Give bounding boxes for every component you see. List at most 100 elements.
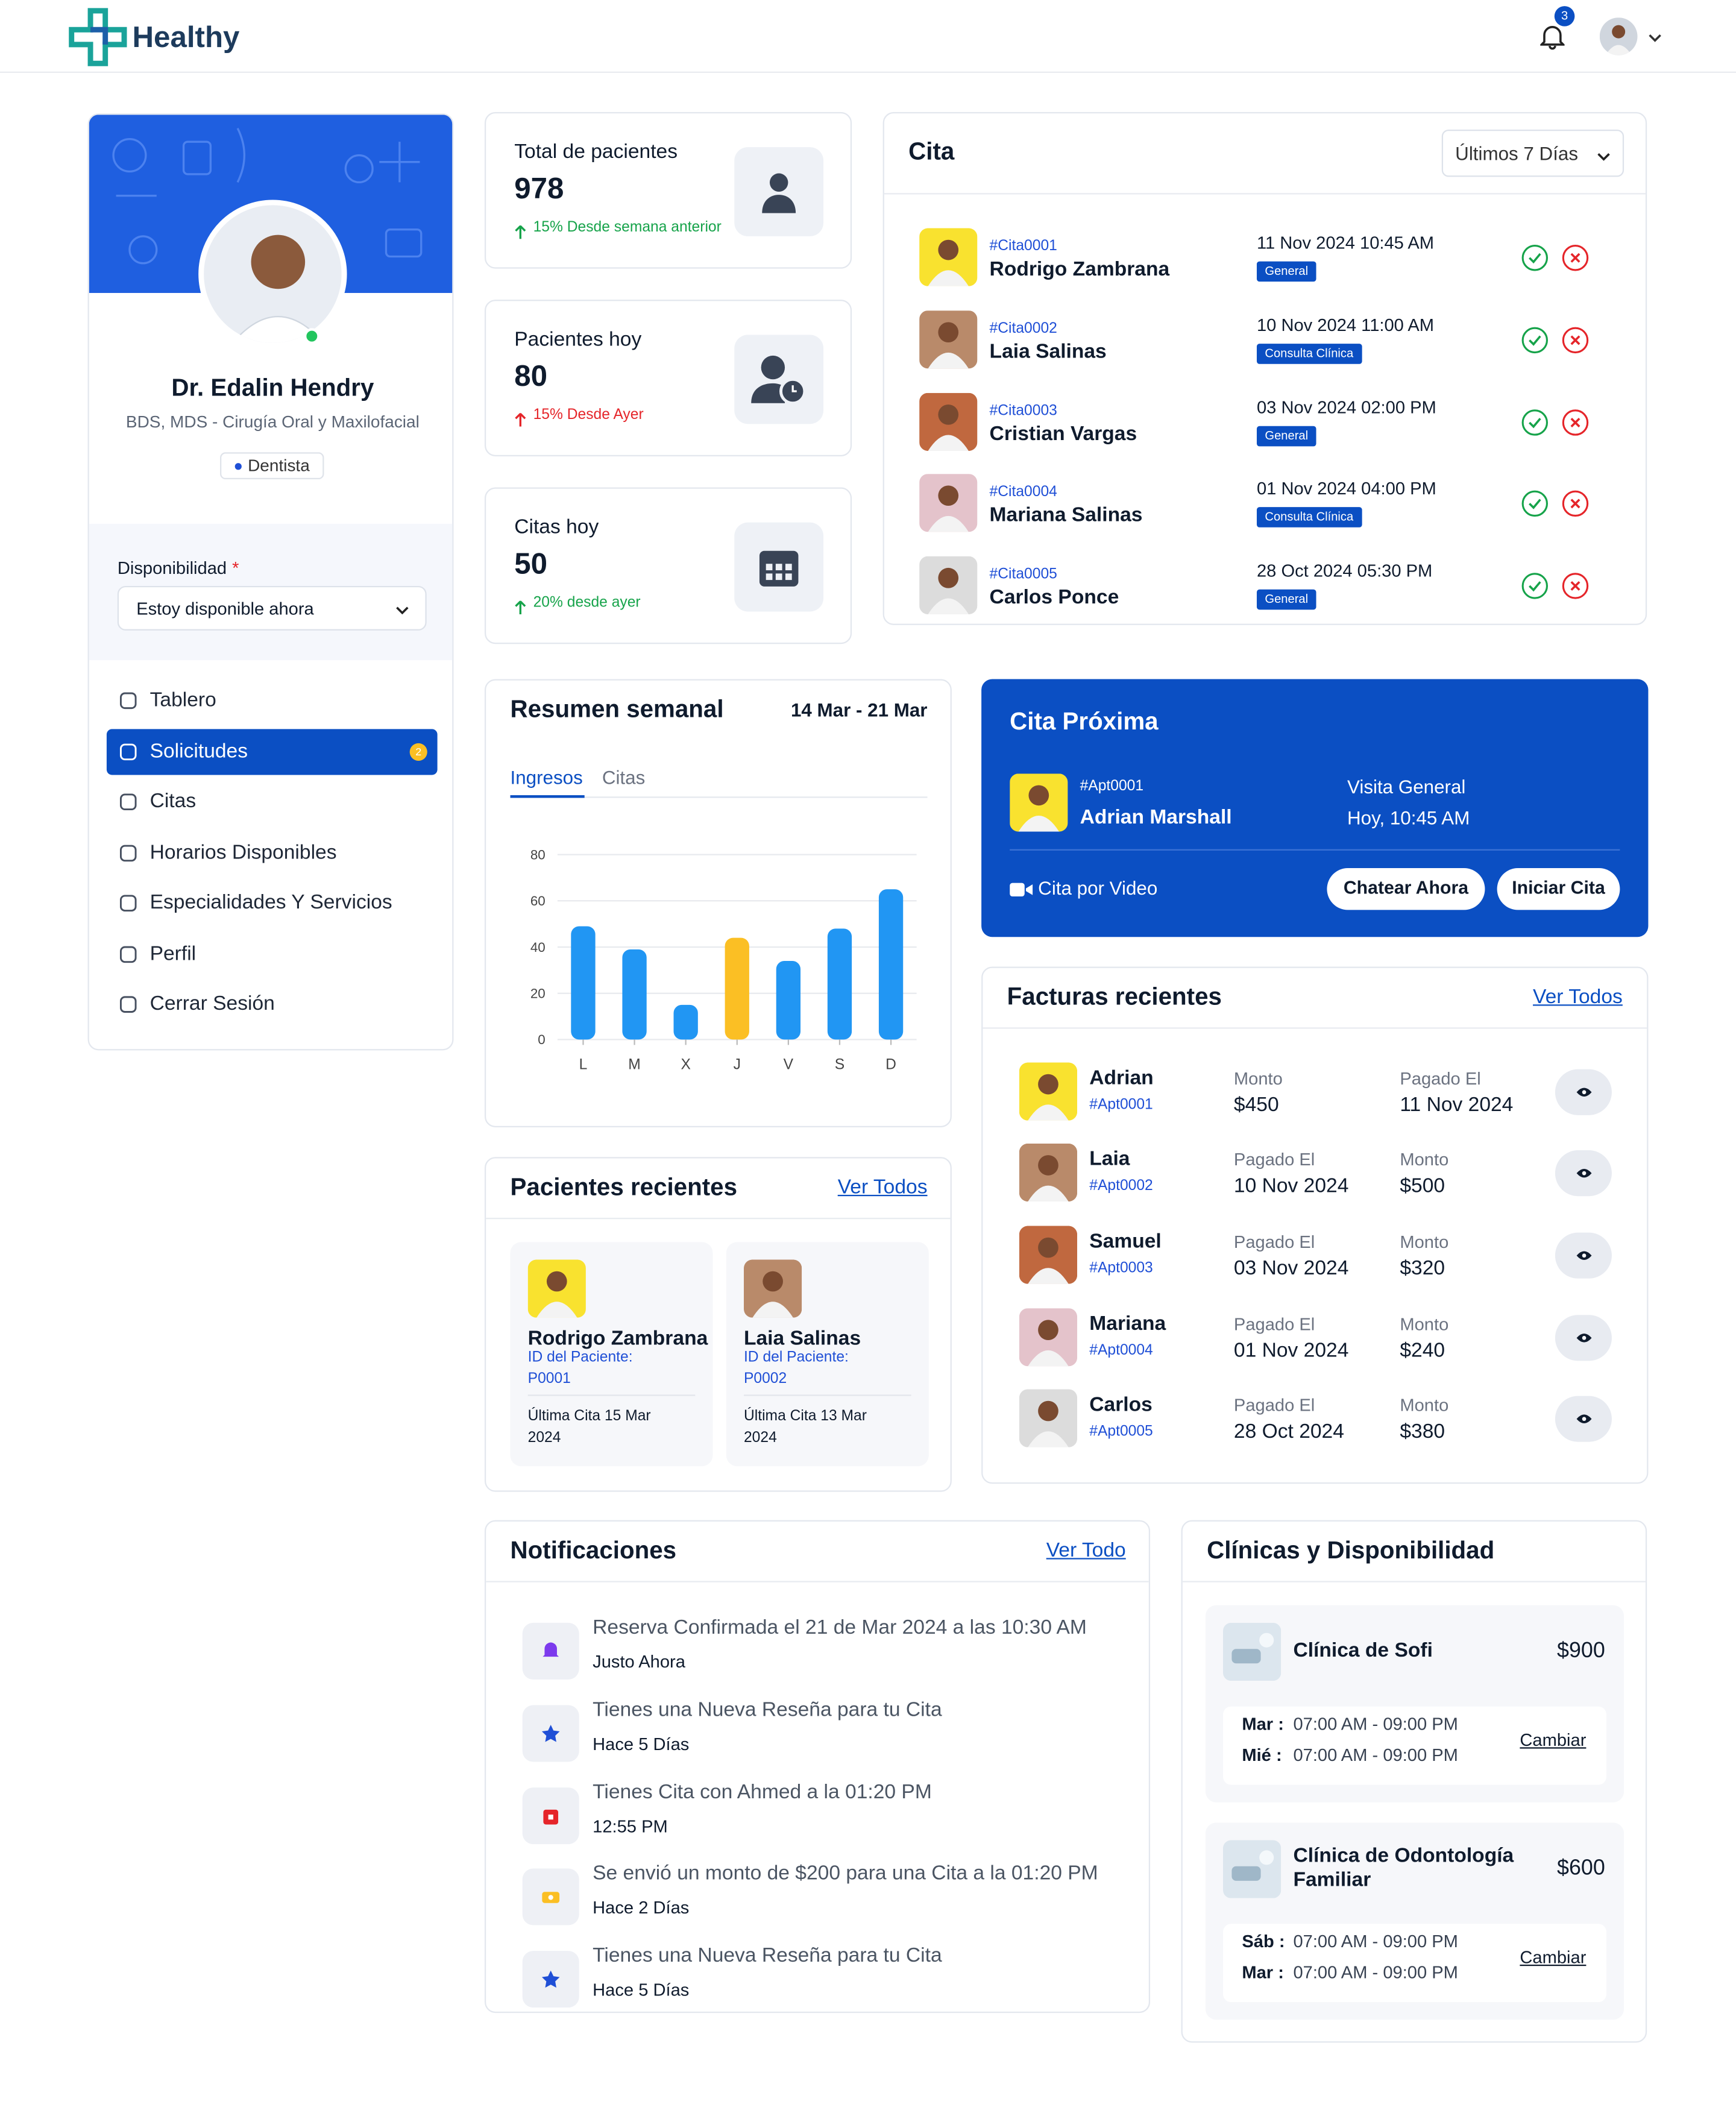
- view-all-link[interactable]: Ver Todos: [837, 1176, 928, 1199]
- icon-shape: [1539, 26, 1566, 50]
- icon-shape: [791, 385, 797, 392]
- tab[interactable]: Citas: [602, 766, 646, 788]
- appointment-id: #Apt0004: [1089, 1342, 1153, 1359]
- icon-shape: [515, 224, 526, 239]
- specialty-badge: Dentista: [220, 452, 324, 480]
- required-mark: *: [232, 558, 239, 578]
- view-button[interactable]: [1555, 1396, 1612, 1442]
- reject-button[interactable]: [1562, 244, 1589, 271]
- icon-shape: [1521, 327, 1549, 354]
- tab[interactable]: Ingresos: [510, 766, 583, 788]
- reject-button[interactable]: [1562, 490, 1589, 517]
- view-button[interactable]: [1555, 1150, 1612, 1197]
- schedule-hours: 07:00 AM - 09:00 PM: [1293, 1962, 1458, 1983]
- menu-item[interactable]: Perfil: [107, 931, 438, 977]
- accept-button[interactable]: [1521, 573, 1549, 600]
- divider: [486, 1218, 951, 1220]
- icon-shape: [112, 128, 423, 265]
- patient-name: Samuel: [1089, 1230, 1162, 1253]
- doctor-credentials: BDS, MDS - Cirugía Oral y Maxilofacial: [125, 412, 420, 432]
- icon-shape: [762, 173, 796, 213]
- icon-shape: [1562, 573, 1589, 599]
- view-button[interactable]: [1555, 1232, 1612, 1279]
- x-tick-label: M: [628, 1057, 641, 1073]
- section-title: Cita: [908, 137, 955, 165]
- menu-item[interactable]: Citas: [107, 779, 438, 825]
- appointment-datetime: 01 Nov 2024 04:00 PM: [1256, 478, 1436, 499]
- view-button[interactable]: [1555, 1315, 1612, 1361]
- icon-shape: [119, 692, 137, 710]
- field-label: Pagado El: [1233, 1231, 1315, 1252]
- reject-button[interactable]: [1562, 573, 1589, 600]
- section-title: Resumen semanal: [510, 695, 724, 723]
- patient-name: Laia Salinas: [743, 1327, 861, 1350]
- view-all-link[interactable]: Ver Todo: [1046, 1539, 1126, 1563]
- icon-shape: [385, 228, 423, 258]
- icon-shape: [1521, 245, 1549, 271]
- date-filter[interactable]: Últimos 7 Días: [1441, 129, 1624, 177]
- stat-label: Total de pacientes: [514, 140, 678, 163]
- menu-item[interactable]: Solicitudes 2: [106, 729, 438, 775]
- icon-shape: [542, 1642, 559, 1659]
- menu-label: Especialidades Y Servicios: [149, 891, 392, 915]
- menu-icon: [119, 945, 137, 964]
- field-label: Monto: [1400, 1314, 1449, 1335]
- accept-button[interactable]: [1521, 327, 1549, 354]
- patient-name: Mariana: [1089, 1312, 1166, 1335]
- icon-shape: [541, 1725, 560, 1742]
- menu-item[interactable]: Tablero: [107, 678, 438, 723]
- menu-item[interactable]: Especialidades Y Servicios: [107, 880, 438, 926]
- bell-icon[interactable]: [1539, 23, 1566, 50]
- patient-photo: [919, 392, 978, 451]
- icon-shape: [751, 383, 785, 403]
- patient-photo: [1019, 1389, 1078, 1447]
- icon-shape: [546, 1271, 567, 1292]
- menu-item[interactable]: Horarios Disponibles: [107, 830, 438, 876]
- reject-button[interactable]: [1562, 327, 1589, 354]
- icon-shape: [785, 573, 792, 581]
- specialty-label: Dentista: [248, 456, 310, 476]
- icon-shape: [1521, 409, 1549, 436]
- icon-shape: [1521, 327, 1549, 354]
- user-avatar[interactable]: [1599, 17, 1638, 55]
- notification-text: Se envió un monto de $200 para una Cita …: [593, 1862, 1098, 1885]
- accept-button[interactable]: [1521, 490, 1549, 517]
- accept-button[interactable]: [1521, 409, 1549, 436]
- icon-shape: [919, 310, 978, 369]
- action-button[interactable]: Iniciar Cita: [1497, 867, 1620, 910]
- appointment-id: #Cita0004: [989, 483, 1057, 500]
- view-button[interactable]: [1555, 1069, 1612, 1115]
- brand-name: Healthy: [132, 20, 240, 54]
- icon-shape: [541, 1725, 560, 1742]
- date-filter-label: Últimos 7 Días: [1455, 142, 1579, 165]
- icon-shape: [1570, 499, 1580, 509]
- accept-button[interactable]: [1521, 244, 1549, 271]
- field-label: Pagado El: [1233, 1394, 1315, 1415]
- bar: [878, 889, 904, 1040]
- icon-shape: [548, 1815, 553, 1820]
- notification-time: Justo Ahora: [593, 1651, 685, 1672]
- user-menu-chevron[interactable]: [1647, 28, 1663, 45]
- change-link[interactable]: Cambiar: [1520, 1947, 1587, 1968]
- reject-button[interactable]: [1562, 409, 1589, 436]
- appointment-id: #Cita0002: [989, 320, 1057, 337]
- icon-shape: [919, 474, 978, 532]
- clinic-name: Clínica de Sofi: [1293, 1639, 1433, 1662]
- change-link[interactable]: Cambiar: [1520, 1730, 1587, 1750]
- icon-shape: [1026, 884, 1033, 895]
- icon-shape: [1581, 1417, 1586, 1422]
- icon-shape: [116, 128, 246, 197]
- stat-label: Citas hoy: [514, 515, 599, 539]
- divider: [486, 1581, 1149, 1582]
- action-button[interactable]: Chatear Ahora: [1327, 867, 1485, 910]
- availability-select[interactable]: Estoy disponible ahora: [117, 585, 427, 631]
- icon-shape: [928, 435, 969, 451]
- doctor-name: Dr. Edalin Hendry: [171, 374, 374, 401]
- icon-shape: [1019, 1226, 1078, 1284]
- menu-item[interactable]: Cerrar Sesión: [107, 981, 438, 1027]
- icon-shape: [119, 845, 137, 862]
- section-title: Pacientes recientes: [510, 1173, 738, 1201]
- schedule-box: Mar : 07:00 AM - 09:00 PM Mié : 07:00 AM - …: [1222, 1706, 1607, 1785]
- view-all-link[interactable]: Ver Todos: [1533, 985, 1623, 1009]
